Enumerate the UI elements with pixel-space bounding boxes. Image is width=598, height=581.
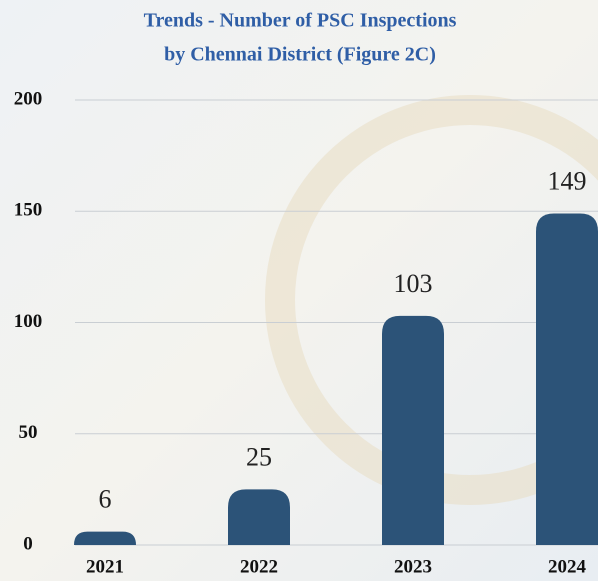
watermark <box>265 95 598 505</box>
bar <box>382 315 444 545</box>
y-tick-label: 0 <box>23 533 33 554</box>
data-label: 149 <box>548 166 587 195</box>
x-tick-label: 2024 <box>548 556 587 577</box>
bar <box>228 489 290 545</box>
x-tick-label: 2023 <box>394 556 432 577</box>
x-tick-label: 2021 <box>86 556 124 577</box>
bar <box>74 531 136 545</box>
y-tick-label: 200 <box>14 88 43 109</box>
data-label: 6 <box>99 485 112 514</box>
y-tick-label: 100 <box>14 311 43 332</box>
data-label: 103 <box>394 269 433 298</box>
chart-title: by Chennai District (Figure 2C) <box>164 44 436 66</box>
y-tick-label: 50 <box>19 422 38 443</box>
data-label: 25 <box>246 442 272 471</box>
x-tick-label: 2022 <box>240 556 278 577</box>
chart-title: Trends - Number of PSC Inspections <box>144 10 457 32</box>
bar <box>536 213 598 545</box>
y-tick-label: 150 <box>14 200 43 221</box>
